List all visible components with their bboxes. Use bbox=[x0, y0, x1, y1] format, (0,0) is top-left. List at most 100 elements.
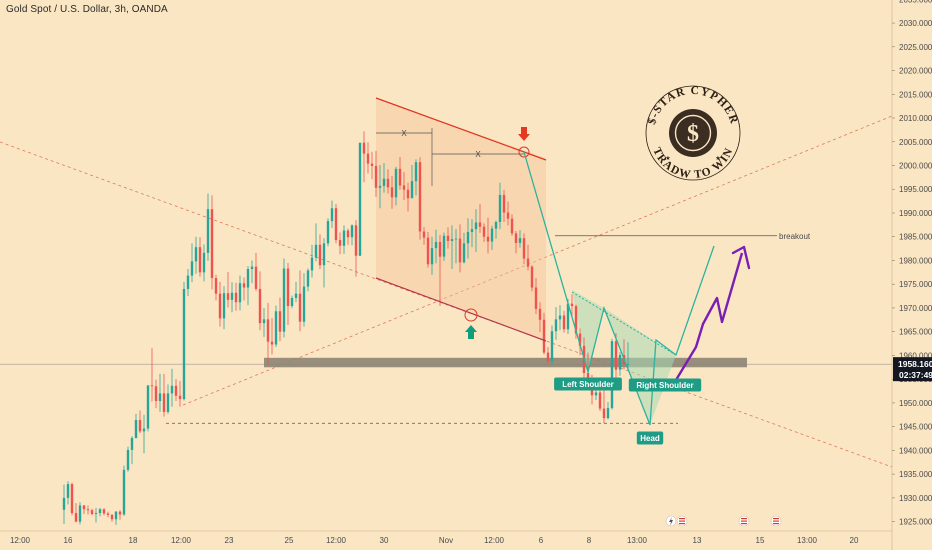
logo-outer-ring bbox=[645, 85, 741, 181]
candle-body bbox=[442, 235, 446, 257]
candle-body bbox=[602, 408, 606, 419]
candle-body bbox=[350, 225, 354, 238]
candle-up bbox=[554, 306, 558, 340]
candle-down bbox=[318, 234, 322, 270]
candle-up bbox=[250, 260, 254, 284]
candle-down bbox=[254, 252, 258, 291]
candles-layer bbox=[62, 131, 630, 525]
candle-up bbox=[342, 225, 346, 254]
candle-down bbox=[106, 511, 110, 518]
price-axis[interactable]: 1925.000 1930.000 1935.000 1940.000 1945.000… bbox=[891, 0, 932, 550]
candle-down bbox=[74, 503, 78, 523]
candle-body bbox=[566, 303, 570, 330]
candle-body bbox=[538, 308, 542, 320]
support-zone bbox=[264, 357, 747, 368]
price-tick-label: 2025.000 bbox=[899, 43, 932, 52]
candle-body bbox=[394, 168, 398, 198]
candle-up bbox=[310, 244, 314, 278]
candle-body bbox=[150, 385, 154, 387]
candle-body bbox=[198, 247, 202, 273]
candle-up bbox=[330, 200, 334, 229]
candle-down bbox=[298, 270, 302, 332]
candle-down bbox=[366, 142, 370, 174]
measure-x-label-2: X bbox=[475, 150, 481, 159]
candle-down bbox=[70, 482, 74, 516]
candle-down bbox=[390, 175, 394, 209]
candle-body bbox=[522, 238, 526, 259]
candle-body bbox=[434, 241, 438, 249]
time-tick-label: 12:00 bbox=[484, 536, 505, 545]
candle-body bbox=[610, 341, 614, 409]
price-tag-bg bbox=[893, 357, 932, 382]
candle-body bbox=[154, 386, 158, 402]
candle-body bbox=[250, 266, 254, 270]
candle-down bbox=[578, 328, 582, 356]
candle-up bbox=[122, 465, 126, 516]
candle-down bbox=[502, 189, 506, 223]
neckline-dotted bbox=[571, 291, 677, 356]
candle-body bbox=[382, 178, 386, 186]
price-tick-label: 1945.000 bbox=[899, 423, 932, 432]
candle-down bbox=[118, 510, 122, 520]
right-shoulder-label-bg bbox=[628, 378, 702, 392]
time-tick-label: 12:00 bbox=[10, 536, 31, 545]
candle-down bbox=[334, 203, 338, 244]
left-shoulder-label: Left Shoulder bbox=[562, 380, 614, 389]
time-tick-label: 6 bbox=[539, 536, 544, 545]
event-icons[interactable] bbox=[665, 515, 782, 527]
candle-body bbox=[182, 288, 186, 400]
candle-body bbox=[490, 228, 494, 242]
event-icon-flag-2[interactable] bbox=[738, 515, 750, 527]
candle-down bbox=[386, 169, 390, 194]
candle-body bbox=[510, 218, 514, 234]
candle-up bbox=[550, 325, 554, 365]
left-shoulder-fill bbox=[572, 290, 604, 372]
candle-down bbox=[286, 262, 290, 326]
candle-up bbox=[610, 338, 614, 410]
candle-body bbox=[438, 241, 442, 257]
candle-body bbox=[266, 319, 270, 342]
candle-down bbox=[278, 297, 282, 342]
candle-body bbox=[146, 385, 150, 429]
time-tick-label: 15 bbox=[756, 536, 765, 545]
candle-up bbox=[618, 352, 622, 376]
candle-down bbox=[370, 151, 374, 180]
time-tick-label: 23 bbox=[225, 536, 234, 545]
ascending-trend-dashed bbox=[182, 115, 893, 406]
candle-body bbox=[110, 514, 114, 520]
candle-down bbox=[526, 244, 530, 271]
candle-body bbox=[362, 142, 366, 154]
candle-up bbox=[274, 305, 278, 347]
candle-down bbox=[110, 514, 114, 522]
logo-star-right: ★ bbox=[715, 155, 720, 162]
candle-up bbox=[466, 218, 470, 259]
candle-body bbox=[66, 484, 70, 498]
candle-up bbox=[130, 436, 134, 465]
event-icon-lightning[interactable] bbox=[665, 515, 677, 527]
time-axis[interactable]: 12:00 16 18 12:00 23 25 12:00 30 Nov 12:00 6 8 13:00… bbox=[0, 530, 892, 545]
candle-down bbox=[150, 348, 154, 402]
candle-up bbox=[498, 182, 502, 230]
candle-body bbox=[462, 243, 466, 263]
top-reversal-circle bbox=[518, 146, 530, 158]
candle-body bbox=[534, 287, 538, 309]
time-tick-label: 12:00 bbox=[326, 536, 347, 545]
candle-body bbox=[242, 283, 246, 288]
candle-body bbox=[314, 244, 318, 258]
candle-body bbox=[506, 212, 510, 219]
event-icon-flag-1-stripe-3 bbox=[679, 523, 685, 525]
candle-down bbox=[354, 220, 358, 277]
event-icon-flag-3[interactable] bbox=[770, 515, 782, 527]
candle-up bbox=[470, 219, 474, 248]
candle-up bbox=[606, 401, 610, 420]
candle-up bbox=[78, 502, 82, 525]
candle-body bbox=[174, 385, 178, 396]
price-tick-label: 1930.000 bbox=[899, 494, 932, 503]
projection-arrow-line bbox=[674, 252, 744, 381]
candle-body bbox=[514, 233, 518, 243]
candle-up bbox=[430, 236, 434, 275]
candle-down bbox=[218, 281, 222, 327]
event-icon-flag-1[interactable] bbox=[676, 515, 688, 527]
